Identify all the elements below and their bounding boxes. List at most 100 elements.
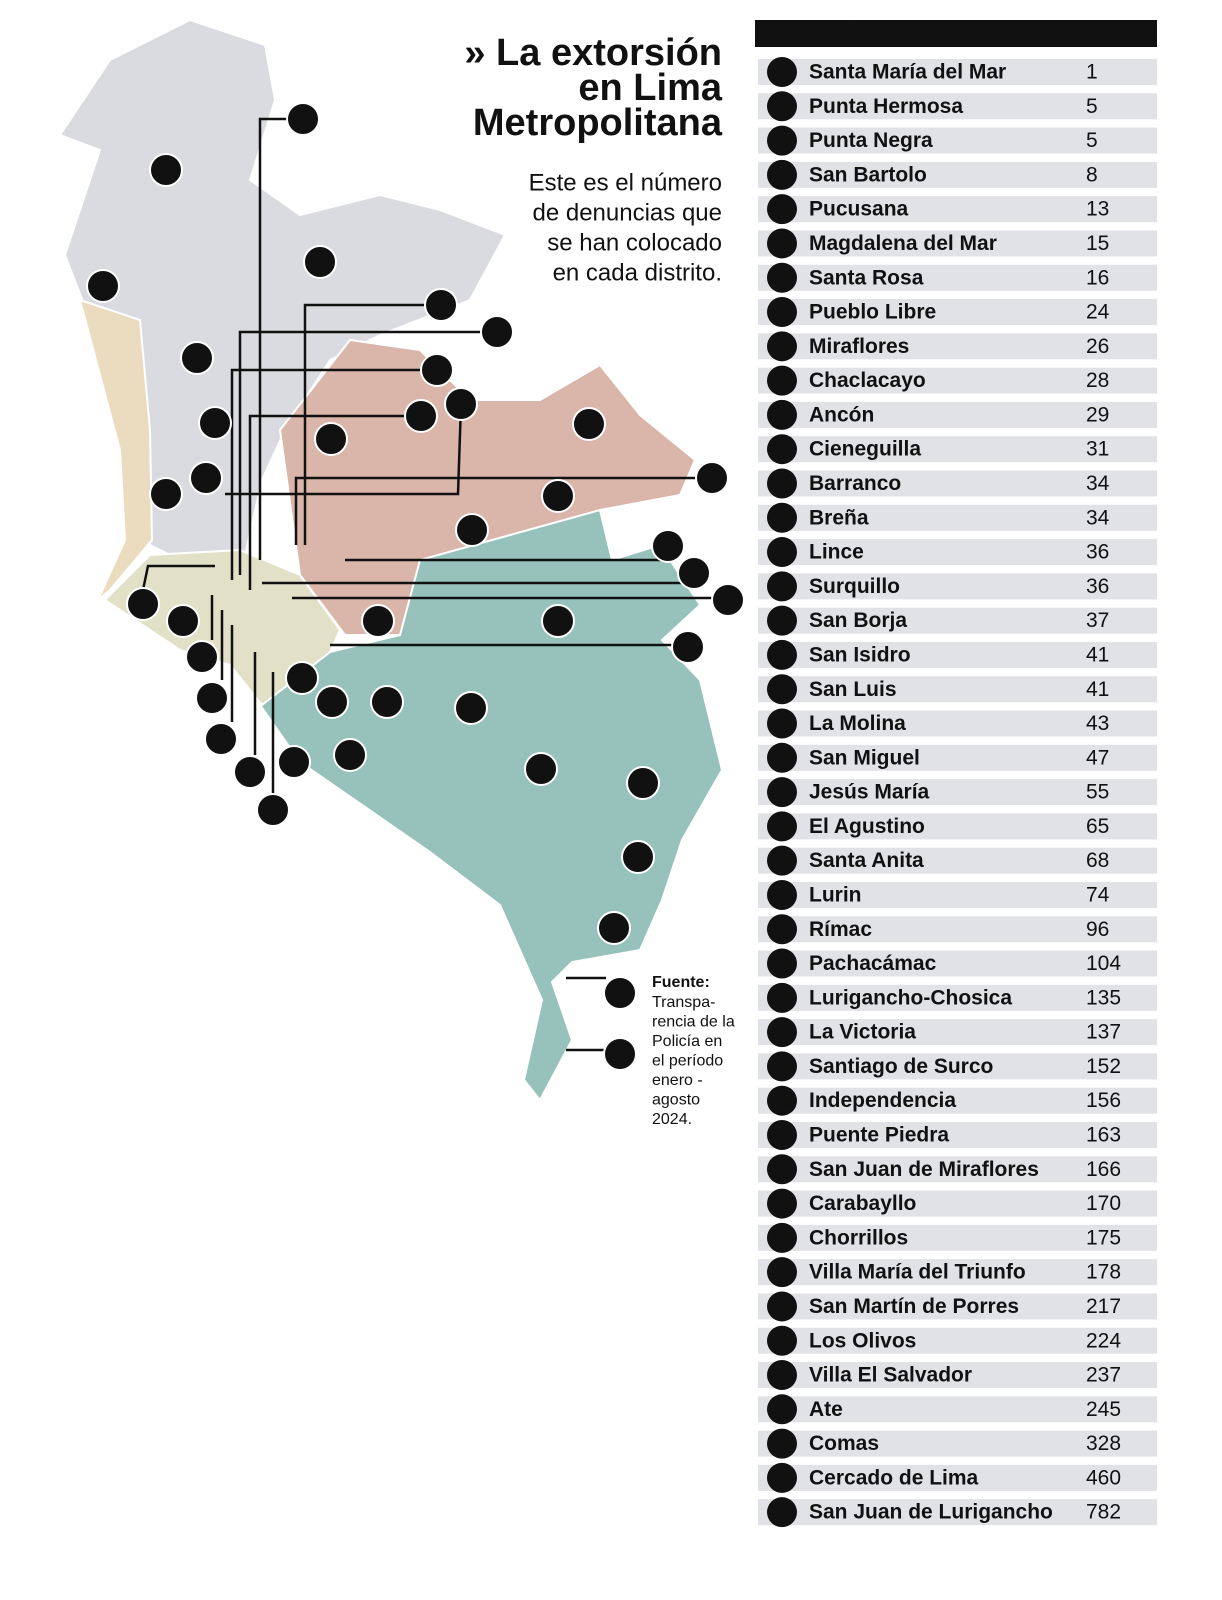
source-line: enero - xyxy=(652,1072,703,1089)
map-label: 16 xyxy=(678,637,698,657)
table-row xyxy=(758,1293,1157,1320)
map-label: 1 xyxy=(615,983,625,1003)
map-label: 19 xyxy=(718,590,738,610)
map-marker xyxy=(695,461,729,495)
row-value: 178 xyxy=(1086,1261,1121,1284)
table-row xyxy=(758,1327,1157,1354)
row-badge xyxy=(767,1188,797,1219)
row-number: 22 xyxy=(772,782,792,802)
table-row xyxy=(758,161,1157,188)
row-region: Lince xyxy=(809,541,864,564)
row-region: Santa Rosa xyxy=(809,266,924,289)
map-marker xyxy=(651,529,685,563)
map-label: 23 xyxy=(702,468,722,488)
row-region: Los Olivos xyxy=(809,1329,916,1352)
row-badge xyxy=(767,1017,797,1048)
row-number: 1 xyxy=(777,62,787,82)
row-number: 21 xyxy=(772,748,792,768)
map-marker xyxy=(185,640,219,674)
source-line: rencia de la xyxy=(652,1014,735,1031)
row-region: San Bartolo xyxy=(809,163,927,186)
table-row xyxy=(758,333,1157,360)
map-label: 12 xyxy=(548,611,568,631)
row-number: 6 xyxy=(777,233,787,253)
row-badge xyxy=(767,708,797,739)
row-badge xyxy=(767,228,797,259)
map-label: 28 xyxy=(579,414,599,434)
subtitle-line: Este es el número xyxy=(529,169,722,196)
map-label: 4 xyxy=(609,918,619,938)
map-marker xyxy=(361,604,395,638)
row-number: 10 xyxy=(772,370,792,390)
table-row xyxy=(758,504,1157,531)
row-region: San Luis xyxy=(809,678,897,701)
table-row xyxy=(758,93,1157,120)
source-line: 2024. xyxy=(652,1111,692,1128)
row-badge xyxy=(767,1291,797,1322)
map-label: 8 xyxy=(197,647,207,667)
row-region: El Agustino xyxy=(809,815,925,838)
table-row xyxy=(758,1019,1157,1046)
map-label: 9 xyxy=(245,762,255,782)
source-line: agosto xyxy=(652,1092,700,1109)
map-marker xyxy=(149,477,183,511)
row-value: 166 xyxy=(1086,1158,1121,1181)
map-marker xyxy=(189,461,223,495)
row-badge xyxy=(767,1119,797,1150)
table-row xyxy=(758,1464,1157,1491)
row-badge xyxy=(767,434,797,465)
map-label: 26 xyxy=(293,109,313,129)
row-value: 163 xyxy=(1086,1124,1121,1147)
row-value: 28 xyxy=(1086,369,1109,392)
row-value: 1 xyxy=(1086,61,1098,84)
map-marker xyxy=(286,102,320,136)
map-marker xyxy=(711,583,745,617)
map-marker xyxy=(86,269,120,303)
row-badge xyxy=(767,331,797,362)
row-badge xyxy=(767,1222,797,1253)
row-value: 460 xyxy=(1086,1466,1121,1489)
table-header-cell: Nº xyxy=(774,25,792,42)
map-label: 20 xyxy=(368,611,388,631)
row-badge xyxy=(767,1085,797,1116)
row-number: 8 xyxy=(777,302,787,322)
row-number: 30 xyxy=(772,1056,792,1076)
row-badge xyxy=(767,811,797,842)
row-region: Punta Hermosa xyxy=(809,95,963,118)
row-region: Villa El Salvador xyxy=(809,1364,972,1387)
row-number: 7 xyxy=(777,267,787,287)
map-marker xyxy=(572,407,606,441)
table-row xyxy=(758,676,1157,703)
row-value: 782 xyxy=(1086,1501,1121,1524)
row-region: Miraflores xyxy=(809,335,909,358)
row-number: 19 xyxy=(772,679,792,699)
row-region: Barranco xyxy=(809,472,901,495)
row-number: 25 xyxy=(772,885,792,905)
source-line: Policía en xyxy=(652,1033,722,1050)
map-label: 40 xyxy=(462,520,482,540)
map-label: 27 xyxy=(461,698,481,718)
map-label: 37 xyxy=(156,484,176,504)
row-value: 31 xyxy=(1086,438,1109,461)
row-value: 24 xyxy=(1086,301,1110,324)
map-marker xyxy=(524,752,558,786)
map-marker xyxy=(204,722,238,756)
map-marker xyxy=(455,513,489,547)
row-value: 137 xyxy=(1086,1021,1121,1044)
coast-zone xyxy=(78,298,154,601)
row-badge xyxy=(767,468,797,499)
table-row xyxy=(758,367,1157,394)
table-row xyxy=(758,950,1157,977)
row-number: 43 xyxy=(772,1502,792,1522)
row-badge xyxy=(767,1257,797,1288)
map-marker xyxy=(444,387,478,421)
table-header xyxy=(755,20,1157,47)
row-region: Comas xyxy=(809,1432,879,1455)
row-region: Breña xyxy=(809,506,869,529)
row-region: Rímac xyxy=(809,918,872,941)
row-value: 43 xyxy=(1086,712,1109,735)
row-region: Pachacámac xyxy=(809,952,937,975)
table-header-cell: REGIÓN xyxy=(808,23,871,42)
map-label: 41 xyxy=(205,413,225,433)
